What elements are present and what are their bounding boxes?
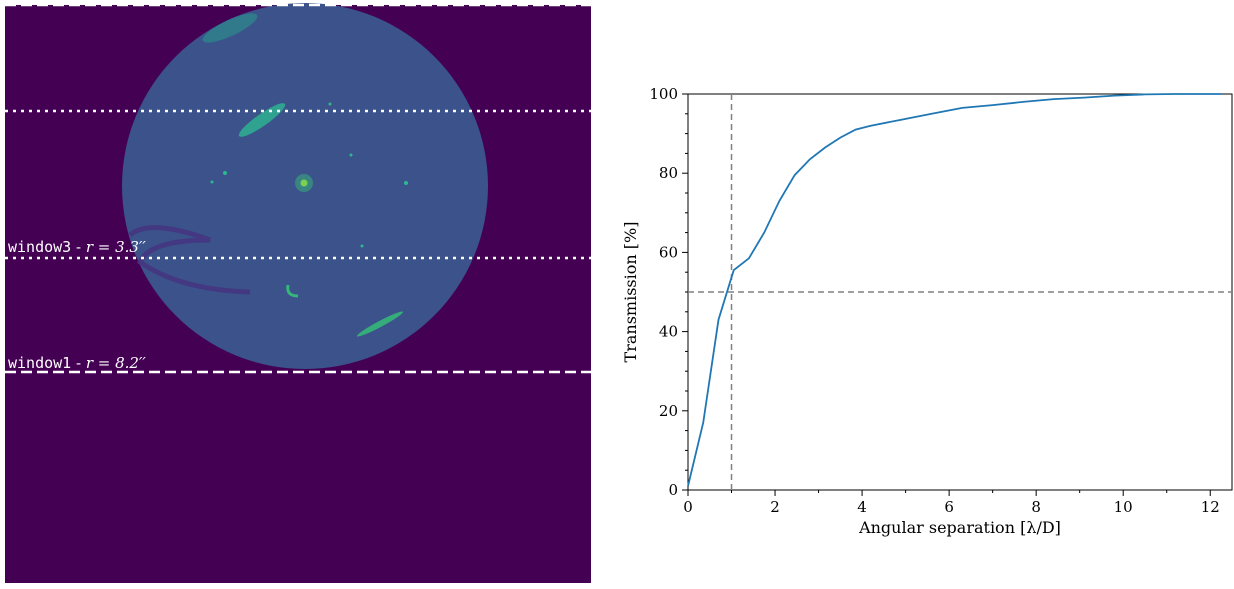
- image-panel: window3 - r = 3.3′′ window1 - r = 8.2′′: [0, 0, 600, 585]
- x-tick-label: 6: [944, 498, 954, 516]
- point-source: [404, 181, 408, 185]
- point-source: [328, 102, 332, 106]
- window3-label: window3 - r = 3.3′′: [8, 238, 146, 256]
- y-axis-label: Transmission [%]: [621, 222, 640, 363]
- x-tick-label: 0: [683, 498, 693, 516]
- point-source: [360, 244, 364, 248]
- transmission-chart: 0 2 4 6 8 10 12 0 20 40 60 80 100 Angular separation…: [600, 0, 1234, 585]
- disk-feature: [202, 13, 258, 43]
- window1-label: window1 - r = 8.2′′: [8, 354, 146, 372]
- window3-radius: r = 3.3′′: [86, 238, 147, 256]
- x-tick-label: 8: [1031, 498, 1041, 516]
- disk-artifact: [128, 225, 251, 295]
- x-tick-label: 12: [1201, 498, 1220, 516]
- x-tick-label: 2: [770, 498, 780, 516]
- transmission-line: [687, 93, 1222, 487]
- point-source: [210, 180, 214, 184]
- disk-feature: [286, 284, 299, 298]
- disk-feature: [357, 311, 403, 337]
- point-source: [349, 153, 353, 157]
- window1-radius: r = 8.2′′: [86, 354, 147, 372]
- x-axis-label: Angular separation [λ/D]: [858, 518, 1061, 537]
- image-canvas: window3 - r = 3.3′′ window1 - r = 8.2′′: [5, 3, 591, 583]
- y-tick-label: 100: [649, 85, 678, 103]
- x-tick-label: 10: [1114, 498, 1133, 516]
- central-source-core: [300, 179, 308, 187]
- y-tick-label: 60: [659, 243, 678, 261]
- y-tick-label: 40: [659, 323, 678, 341]
- x-tick-label: 4: [857, 498, 867, 516]
- disk-feature: [238, 103, 286, 137]
- point-source: [223, 171, 227, 175]
- chart-svg: 0 2 4 6 8 10 12 0 20 40 60 80 100 Angular separation…: [621, 85, 1233, 537]
- y-tick-label: 80: [659, 164, 678, 182]
- y-tick-label: 0: [668, 481, 678, 499]
- y-tick-label: 20: [659, 402, 678, 420]
